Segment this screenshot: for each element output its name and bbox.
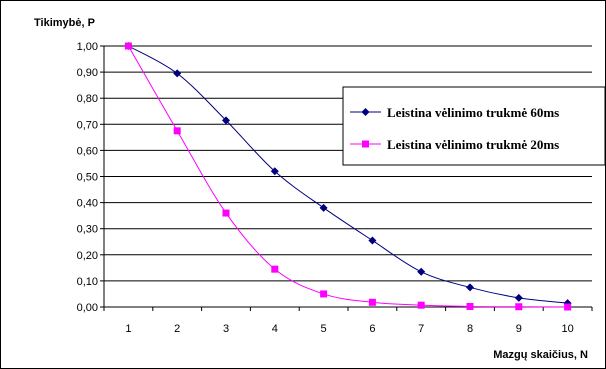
- data-point: [368, 298, 376, 306]
- x-tick-label: 8: [467, 323, 473, 335]
- x-tick-label: 4: [272, 323, 278, 335]
- x-tick-label: 1: [125, 323, 131, 335]
- data-point: [222, 116, 230, 125]
- data-point: [270, 167, 279, 176]
- data-point: [271, 265, 279, 273]
- y-tick-label: 0,30: [77, 224, 98, 236]
- data-point: [319, 203, 328, 212]
- series-layer: [124, 42, 572, 311]
- x-tick-label: 9: [516, 323, 522, 335]
- legend-marker: [362, 140, 369, 148]
- y-tick-label: 0,90: [77, 67, 98, 79]
- series-line: [127, 45, 568, 308]
- series-1: [124, 42, 572, 308]
- data-point: [466, 302, 474, 310]
- y-tick-label: 0,50: [77, 172, 98, 184]
- data-point: [417, 301, 425, 309]
- legend-box: [342, 86, 606, 166]
- axes: [100, 45, 593, 311]
- legend: Leistina vėlinimo trukmė 60ms Leistina vė…: [342, 86, 606, 166]
- x-axis-title: Mazgų skaičius, N: [493, 349, 588, 361]
- y-axis-title: Tikimybė, P: [34, 17, 95, 29]
- legend-label: Leistina vėlinimo trukmė 60ms: [387, 105, 559, 120]
- data-point: [514, 293, 523, 302]
- data-point: [173, 69, 182, 78]
- data-point: [368, 236, 377, 245]
- x-tick-label: 3: [223, 323, 229, 335]
- y-tick-labels: 0,00 0,10 0,20 0,30 0,40 0,50 0,60 0,70 0,80 0,90…: [77, 41, 98, 314]
- x-tick-labels: 1 2 3 4 5 6 7 8 9 10: [125, 323, 573, 335]
- data-point: [320, 290, 328, 298]
- data-point: [222, 209, 230, 217]
- x-tick-label: 6: [369, 323, 375, 335]
- legend-label: Leistina vėlinimo trukmė 20ms: [387, 137, 559, 152]
- x-tick-label: 7: [418, 323, 424, 335]
- series-2: [124, 42, 572, 311]
- x-tick-label: 2: [174, 323, 180, 335]
- data-point: [564, 303, 572, 311]
- series-line: [128, 45, 568, 304]
- legend-marker: [361, 108, 370, 116]
- x-tick-label: 10: [561, 323, 573, 335]
- data-point: [124, 42, 132, 50]
- y-tick-label: 0,20: [77, 250, 98, 262]
- data-point: [417, 267, 426, 276]
- y-tick-label: 0,40: [77, 198, 98, 210]
- x-tick-label: 5: [321, 323, 327, 335]
- y-tick-label: 0,00: [77, 302, 98, 314]
- y-tick-label: 1,00: [77, 41, 98, 53]
- y-tick-label: 0,70: [77, 119, 98, 131]
- data-point: [173, 127, 181, 135]
- y-tick-label: 0,80: [77, 93, 98, 105]
- y-tick-label: 0,60: [77, 145, 98, 157]
- data-point: [466, 283, 474, 292]
- data-point: [515, 303, 523, 311]
- y-tick-label: 0,10: [77, 276, 98, 288]
